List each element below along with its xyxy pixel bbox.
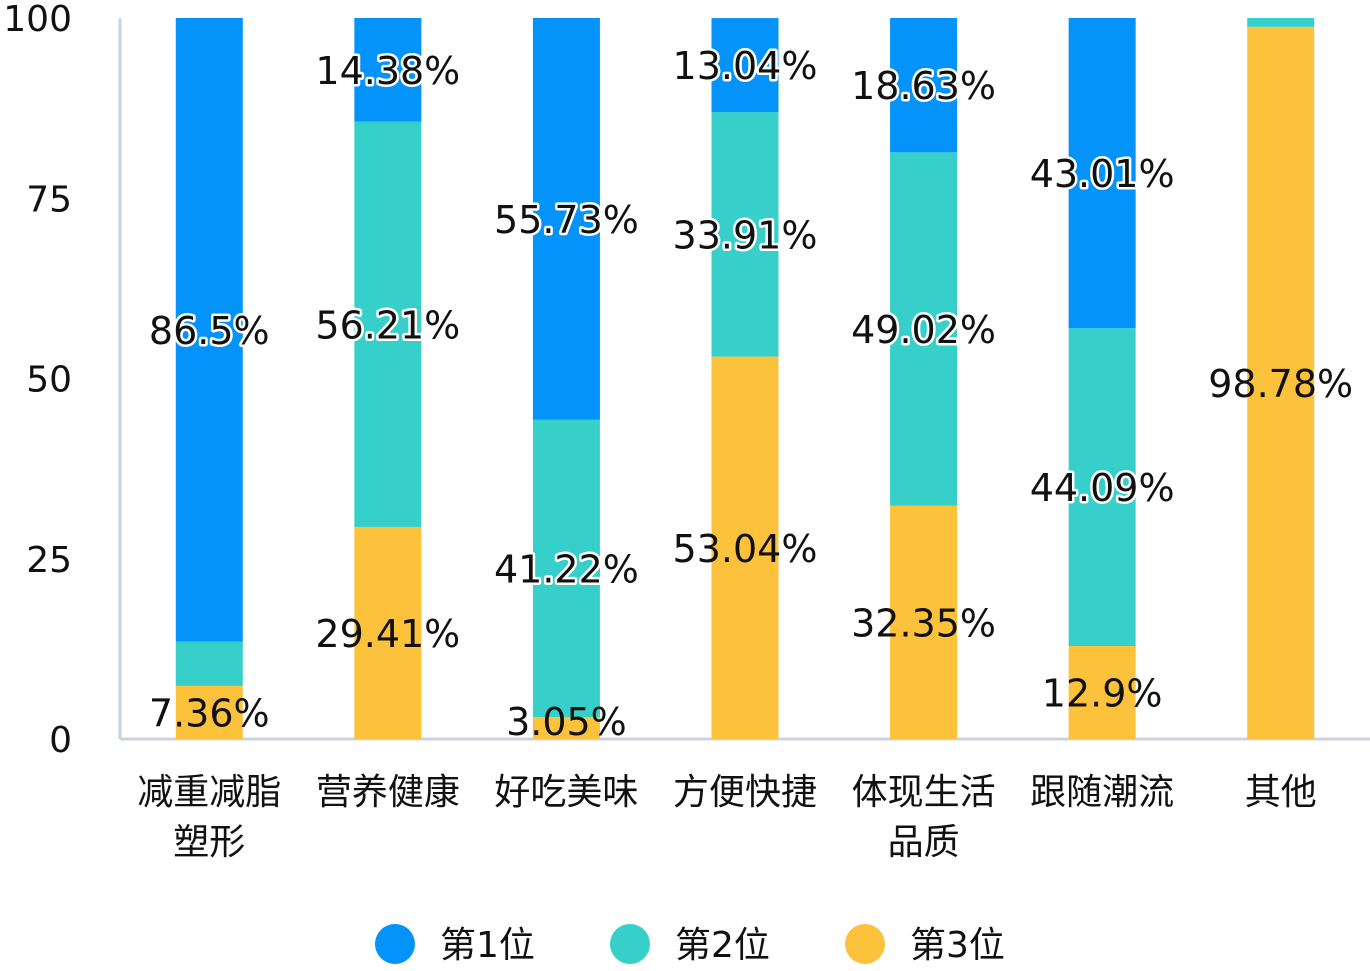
y-tick-label: 25 bbox=[26, 540, 72, 581]
y-tick-labels: 0 25 50 75 100 bbox=[3, 0, 72, 761]
legend-label: 第2位 bbox=[675, 925, 770, 966]
y-tick-label: 50 bbox=[26, 360, 72, 401]
bar-segment bbox=[354, 121, 422, 527]
legend-marker bbox=[845, 924, 885, 964]
data-label: 98.78% bbox=[1208, 362, 1353, 406]
bar-segment bbox=[890, 18, 958, 153]
category-label: 好吃美味 bbox=[494, 772, 638, 813]
data-label: 53.04% bbox=[673, 527, 818, 571]
y-tick-label: 0 bbox=[49, 720, 72, 761]
data-label: 44.09% bbox=[1030, 466, 1175, 510]
y-tick-label: 75 bbox=[26, 179, 72, 220]
data-label: 12.9% bbox=[1042, 671, 1163, 715]
data-label: 32.35% bbox=[851, 601, 996, 645]
data-label: 41.22% bbox=[494, 547, 639, 591]
legend: 第1位 第2位 第3位 bbox=[375, 924, 1005, 966]
bar-segment bbox=[354, 18, 422, 122]
data-label: 18.63% bbox=[851, 64, 996, 108]
category-label: 营养健康 bbox=[316, 772, 460, 813]
bar-segment bbox=[175, 18, 243, 642]
category-label: 品质 bbox=[888, 822, 960, 863]
bar-segment bbox=[711, 18, 779, 113]
legend-label: 第3位 bbox=[910, 925, 1005, 966]
bar-segment bbox=[711, 112, 779, 357]
data-label: 13.04% bbox=[673, 44, 818, 88]
y-tick-label: 100 bbox=[3, 0, 72, 40]
category-label: 方便快捷 bbox=[673, 772, 817, 813]
data-label: 86.5% bbox=[149, 309, 270, 353]
bar-segment bbox=[532, 717, 600, 739]
bars bbox=[175, 18, 1315, 739]
data-labels: 7.36% 86.5% 29.41% 56.21% 14.38% 3.05% 41.22% 5… bbox=[146, 42, 1353, 744]
category-label: 塑形 bbox=[173, 822, 245, 863]
bar-segment bbox=[711, 356, 779, 739]
data-label: 3.05% bbox=[506, 700, 627, 744]
data-label: 29.41% bbox=[315, 612, 460, 656]
data-label: 56.21% bbox=[315, 303, 460, 347]
bar-segment bbox=[354, 526, 422, 739]
data-label: 33.91% bbox=[673, 213, 818, 257]
data-label: 14.38% bbox=[315, 49, 460, 93]
bar-segment bbox=[1068, 18, 1136, 329]
category-label: 减重减脂 bbox=[137, 772, 281, 813]
bar-segment bbox=[175, 641, 243, 686]
bar-segment bbox=[1247, 18, 1315, 27]
bar-segment bbox=[1068, 645, 1136, 739]
bar-segment bbox=[1247, 26, 1315, 739]
data-label: 43.01% bbox=[1030, 152, 1175, 196]
data-label: 55.73% bbox=[494, 198, 639, 242]
category-label: 体现生活 bbox=[852, 772, 996, 813]
bar-segment bbox=[890, 505, 958, 739]
bar-segment bbox=[532, 18, 600, 420]
legend-label: 第1位 bbox=[440, 925, 535, 966]
category-label: 跟随潮流 bbox=[1030, 772, 1174, 813]
bar-segment bbox=[1068, 328, 1136, 646]
bar-segment bbox=[175, 685, 243, 739]
bar-segment bbox=[532, 419, 600, 718]
data-label: 7.36% bbox=[149, 691, 270, 735]
category-label: 其他 bbox=[1245, 772, 1317, 813]
bar-segment bbox=[890, 152, 958, 506]
legend-marker bbox=[610, 924, 650, 964]
legend-marker bbox=[375, 924, 415, 964]
data-label: 49.02% bbox=[851, 308, 996, 352]
